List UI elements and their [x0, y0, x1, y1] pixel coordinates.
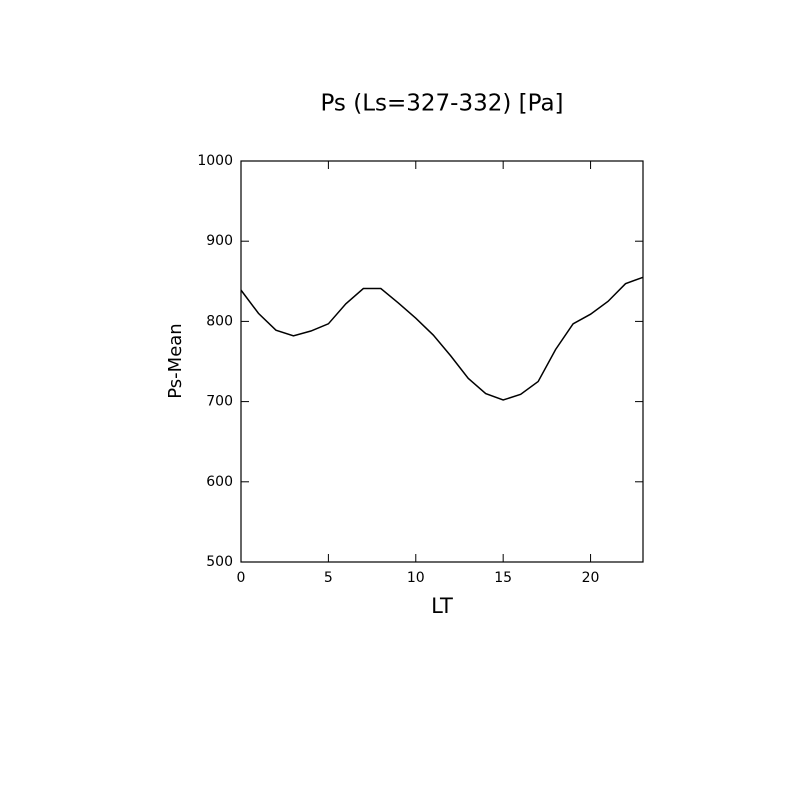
y-tick-label: 500 [206, 554, 233, 570]
x-tick-label: 15 [494, 570, 512, 586]
x-axis-label: LT [431, 594, 453, 618]
x-tick-label: 5 [324, 570, 333, 586]
x-tick-label: 20 [582, 570, 600, 586]
plot-frame [240, 160, 644, 563]
y-axis-label: Ps-Mean [165, 323, 186, 398]
y-tick-label: 900 [206, 233, 233, 249]
y-tick-label: 1000 [197, 153, 233, 169]
y-tick-label: 700 [206, 394, 233, 410]
x-tick-label: 10 [407, 570, 425, 586]
data-line [240, 276, 644, 401]
x-tick-label: 0 [237, 570, 246, 586]
chart-title: Ps (Ls=327-332) [Pa] [320, 91, 563, 117]
y-tick-label: 800 [206, 313, 233, 329]
y-tick-label: 600 [206, 474, 233, 490]
